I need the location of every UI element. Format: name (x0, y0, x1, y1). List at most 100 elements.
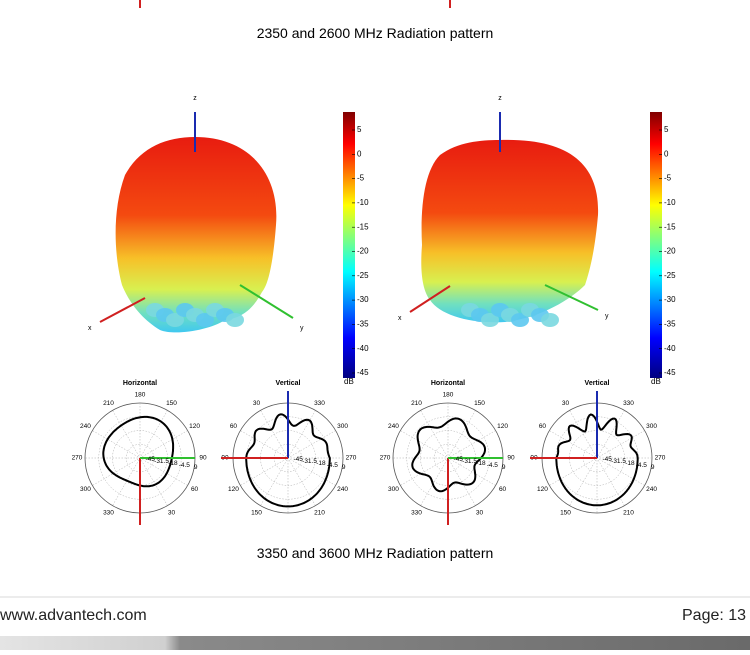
polar-radius-label: 9 (502, 464, 506, 471)
footer-url: www.advantech.com (0, 607, 147, 624)
polar-radius-label: -31.5 (611, 458, 626, 465)
polar-angle-label: 150 (560, 509, 571, 516)
polar-angle-label: 120 (189, 423, 200, 430)
polar-angle-label: 270 (655, 455, 666, 462)
colorbar-label: 0 (357, 149, 362, 158)
polar-angle-label: 30 (562, 400, 570, 407)
polar-angle-label: 300 (80, 486, 91, 493)
polar-angle-label: 150 (251, 509, 262, 516)
polar-radius-label: -45 (145, 456, 155, 463)
polar-pattern (245, 413, 331, 508)
polar-radius-label: -4.5 (636, 462, 648, 469)
polar-angle-label: 60 (191, 486, 199, 493)
polar-angle-label: 300 (337, 423, 348, 430)
polar-angle-label: 210 (411, 400, 422, 407)
polar-angle-label: 330 (314, 400, 325, 407)
polar-angle-label: 150 (166, 400, 177, 407)
polar-angle-label: 240 (646, 486, 657, 493)
colorbar-label: -40 (664, 344, 676, 353)
polar-angle-label: 90 (199, 455, 207, 462)
colorbar-label: -45 (664, 368, 676, 377)
polar-angle-label: 270 (380, 455, 391, 462)
polar-radius-label: -18 (476, 460, 486, 467)
polar-radius-label: -4.5 (179, 462, 191, 469)
pattern-3d (421, 139, 599, 323)
polar-radius-label: 9 (342, 464, 346, 471)
colorbar-label: 5 (357, 125, 362, 134)
polar-angle-label: 120 (497, 423, 508, 430)
polar-radius-label: -45 (293, 456, 303, 463)
colorbar-label: 5 (664, 125, 669, 134)
polar-angle-label: 210 (103, 400, 114, 407)
axis-y (544, 284, 599, 311)
axis-label: y (300, 325, 304, 332)
colorbar-label: -10 (357, 198, 369, 207)
pattern-lobe (481, 313, 499, 327)
polar-radius-label: 9 (651, 464, 655, 471)
polar-radius-label: -4.5 (487, 462, 499, 469)
polar-angle-label: 240 (80, 423, 91, 430)
polar-radius-label: -18 (316, 460, 326, 467)
colorbar-label: -30 (664, 295, 676, 304)
polar-angle-label: 330 (411, 509, 422, 516)
polar-radius-label: 9 (194, 464, 198, 471)
pattern-lobe (226, 313, 244, 327)
polar-angle-label: 120 (228, 486, 239, 493)
polar-angle-label: 30 (168, 509, 176, 516)
colorbar-label: -25 (664, 271, 676, 280)
colorbar-label: -25 (357, 271, 369, 280)
polar-pattern (102, 415, 175, 488)
polar-title: Vertical (276, 380, 301, 387)
polar-radius-label: -31.5 (154, 458, 169, 465)
pattern-3d (115, 137, 277, 333)
colorbar-label: -35 (357, 320, 369, 329)
axis-label: y (605, 313, 609, 320)
colorbar-label: -20 (357, 247, 369, 256)
axis-label: z (498, 95, 502, 102)
polar-pattern (555, 413, 639, 507)
polar-angle-label: 120 (537, 486, 548, 493)
polar-title: Vertical (585, 380, 610, 387)
polar-radius-label: -18 (168, 460, 178, 467)
colorbar-label: -15 (664, 222, 676, 231)
polar-radius-label: -45 (602, 456, 612, 463)
polar-radius-label: -4.5 (327, 462, 339, 469)
polar-angle-label: 150 (474, 400, 485, 407)
polar-angle-label: 240 (337, 486, 348, 493)
polar-angle-label: 30 (253, 400, 261, 407)
axis-label: x (88, 325, 92, 332)
colorbar-label: -5 (664, 174, 672, 183)
polar-radius-label: -45 (453, 456, 463, 463)
colorbar-unit: dB (344, 377, 354, 386)
footer-page: Page: 13 (682, 607, 746, 624)
caption: 2350 and 2600 MHz Radiation pattern (257, 25, 494, 41)
polar-title: Horizontal (123, 380, 157, 387)
polar-angle-label: 210 (623, 509, 634, 516)
polar-angle-label: 300 (388, 486, 399, 493)
colorbar-label: -35 (664, 320, 676, 329)
polar-angle-label: 270 (346, 455, 357, 462)
polar-angle-label: 60 (230, 423, 238, 430)
polar-title: Horizontal (431, 380, 465, 387)
pattern-lobe (541, 313, 559, 327)
polar-angle-label: 180 (443, 392, 454, 399)
colorbar-label: -30 (357, 295, 369, 304)
polar-radius-label: -31.5 (462, 458, 477, 465)
polar-radius-label: -18 (625, 460, 635, 467)
polar-radius-label: -31.5 (302, 458, 317, 465)
pattern-lobe (511, 313, 529, 327)
colorbar-label: 0 (664, 149, 669, 158)
colorbar-label: -20 (664, 247, 676, 256)
polar-angle-label: 300 (646, 423, 657, 430)
colorbar-label: -40 (357, 344, 369, 353)
axis-y (239, 284, 294, 319)
axis-label: z (193, 95, 197, 102)
colorbar (650, 112, 662, 378)
axis-x (99, 297, 146, 323)
polar-angle-label: 210 (314, 509, 325, 516)
colorbar-label: -10 (664, 198, 676, 207)
pattern-lobe (196, 313, 214, 327)
polar-angle-label: 180 (135, 392, 146, 399)
